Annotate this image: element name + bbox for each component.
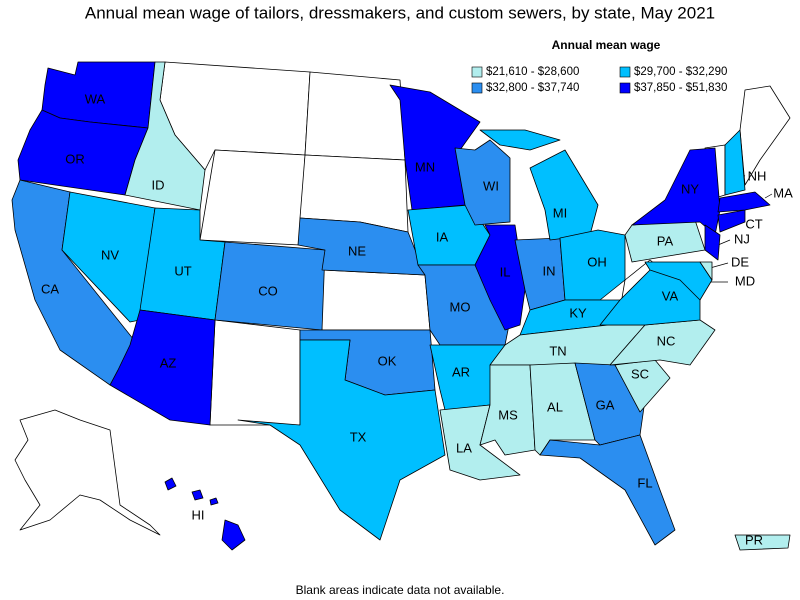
state-label: LA: [456, 440, 472, 455]
state-label: CT: [745, 216, 762, 231]
state-label: TX: [350, 429, 367, 444]
state-label: IL: [500, 264, 511, 279]
legend-swatch: [619, 82, 631, 94]
state: [109, 309, 216, 426]
state-label: MO: [450, 299, 471, 314]
legend-label: $21,610 - $28,600: [486, 66, 579, 78]
callout: [764, 193, 773, 199]
state: [237, 339, 446, 541]
state: [529, 149, 599, 241]
no-data-states: [14, 61, 791, 536]
state: [61, 191, 156, 323]
legend-swatch: [471, 66, 483, 78]
state: [297, 217, 426, 276]
state-label: NE: [348, 243, 366, 258]
state: [734, 534, 791, 551]
state-label: NY: [681, 181, 699, 196]
state-label: OK: [378, 353, 397, 368]
legend-swatch: [619, 66, 631, 78]
state-label: MS: [498, 407, 518, 422]
state-label: IN: [543, 263, 556, 278]
state: [724, 129, 746, 196]
state-label: ID: [152, 177, 165, 192]
state: [191, 489, 204, 501]
state-label: MD: [735, 273, 755, 288]
state-label: WI: [483, 178, 499, 193]
state-label: PA: [657, 233, 674, 248]
state: [209, 497, 219, 506]
state-label: UT: [174, 263, 191, 278]
state-label: VA: [662, 288, 679, 303]
legend-label: $37,850 - $51,830: [634, 82, 727, 94]
state: [717, 209, 746, 233]
state-label: CO: [258, 283, 278, 298]
state: [321, 269, 431, 331]
state-label: CA: [41, 281, 59, 296]
state: [209, 319, 301, 426]
state-label: NJ: [734, 231, 750, 246]
state: [199, 149, 306, 246]
state: [164, 477, 177, 491]
state-label: AR: [452, 364, 470, 379]
states: [11, 61, 791, 551]
state: [704, 224, 721, 261]
state-label: FL: [637, 475, 652, 490]
state-label: NV: [101, 247, 119, 262]
state: [479, 129, 561, 151]
state-label: NC: [657, 333, 676, 348]
state-label: DE: [731, 254, 749, 269]
state-label: MN: [415, 159, 435, 174]
state: [221, 519, 246, 551]
state-label: PR: [745, 532, 763, 547]
state-label: TN: [549, 343, 566, 358]
legend-label: $29,700 - $32,290: [634, 66, 727, 78]
state-label: AL: [547, 399, 563, 414]
state: [454, 139, 511, 226]
state-label: OH: [587, 254, 607, 269]
state: [539, 434, 676, 546]
state-label: KY: [569, 305, 587, 320]
state-label: AZ: [160, 355, 177, 370]
state-label: MI: [553, 205, 567, 220]
state-label: IA: [436, 229, 449, 244]
state: [14, 409, 161, 536]
state-label: GA: [596, 397, 615, 412]
footnote: Blank areas indicate data not available.: [296, 583, 505, 597]
legend-label: $32,800 - $37,740: [486, 82, 579, 94]
state-label: OR: [65, 151, 85, 166]
state-label: WA: [85, 91, 106, 106]
state: [124, 61, 206, 211]
state: [699, 261, 713, 281]
state: [717, 191, 771, 213]
state: [739, 85, 791, 186]
state: [631, 147, 721, 236]
state-label: HI: [192, 507, 205, 522]
map-title: Annual mean wage of tailors, dressmakers…: [85, 3, 715, 22]
state-label: SC: [631, 366, 649, 381]
state-label: NH: [748, 168, 767, 183]
state-label: MA: [773, 185, 793, 200]
legend-swatch: [471, 82, 483, 94]
state: [624, 219, 706, 263]
callout: [717, 239, 731, 246]
callout: [709, 262, 729, 269]
legend-title: Annual mean wage: [552, 38, 661, 52]
